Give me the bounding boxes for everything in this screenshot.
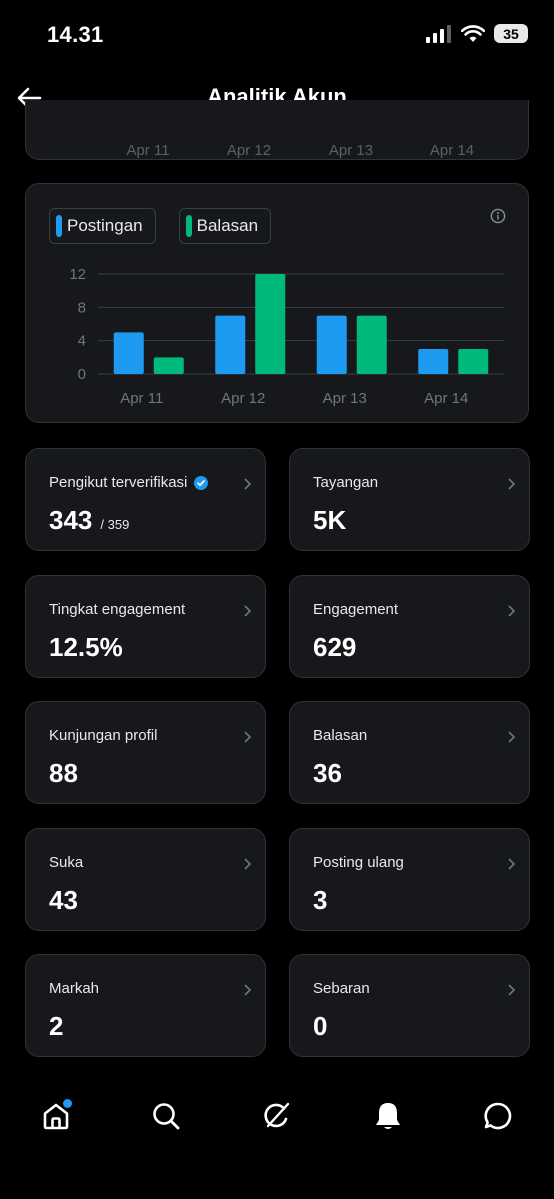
chevron-right-icon: [244, 605, 252, 617]
stat-card-engagement[interactable]: Engagement 629: [289, 575, 530, 678]
stat-label: Balasan: [313, 727, 368, 744]
chevron-right-icon: [508, 858, 516, 870]
x-tick-label: Apr 14: [429, 142, 475, 159]
bar-postingan[interactable]: [316, 315, 347, 374]
stat-card-bookmarks[interactable]: Markah 2: [25, 954, 266, 1057]
chevron-right-icon: [508, 731, 516, 743]
legend-label: Postingan: [67, 216, 143, 235]
notifications-bell-icon: [376, 1103, 400, 1129]
stat-value-row: 343 / 359: [49, 505, 129, 536]
stat-sub-value: / 359: [100, 517, 130, 532]
stat-value: 88: [49, 758, 78, 788]
stat-card-likes[interactable]: Suka 43: [25, 828, 266, 931]
y-tick-label: 0: [78, 366, 86, 383]
stat-card-reposts[interactable]: Posting ulang 3: [289, 828, 530, 931]
tab-grok[interactable]: [257, 1096, 297, 1136]
x-tick-label: Apr 13: [323, 390, 367, 407]
stat-label: Engagement: [313, 601, 399, 618]
stat-label: Markah: [49, 980, 100, 997]
legend-item-postingan[interactable]: Postingan: [49, 208, 156, 244]
chevron-right-icon: [508, 605, 516, 617]
tab-home[interactable]: [36, 1096, 76, 1136]
home-icon: [43, 1103, 69, 1130]
previous-chart-card: Apr 11 Apr 12 Apr 13 Apr 14: [25, 100, 529, 160]
stat-value: 5K: [313, 505, 347, 535]
notification-dot: [63, 1099, 72, 1108]
legend-item-balasan[interactable]: Balasan: [178, 208, 272, 244]
tab-search[interactable]: [146, 1096, 186, 1136]
legend-swatch-green: [185, 215, 192, 237]
legend-swatch-blue: [56, 215, 62, 237]
stat-card-profile-visits[interactable]: Kunjungan profil 88: [25, 701, 266, 804]
stat-label: Sebaran: [313, 980, 370, 997]
stat-label: Suka: [49, 854, 84, 871]
bar-balasan[interactable]: [153, 357, 184, 374]
stat-card-shares[interactable]: Sebaran 0: [289, 954, 530, 1057]
y-tick-label: 12: [69, 266, 86, 283]
stat-value: 629: [313, 632, 357, 662]
stat-card-verified-followers[interactable]: Pengikut terverifikasi 343 / 359: [25, 448, 266, 551]
stat-label: Posting ulang: [313, 854, 404, 871]
tab-messages[interactable]: [478, 1096, 518, 1136]
activity-chart-card: 0 4 8 12 Apr 11 Apr 12 Apr 13 Apr 14 Postingan …: [25, 183, 529, 423]
chevron-right-icon: [508, 984, 516, 996]
chart-legend: Postingan Balasan: [49, 208, 272, 244]
bar-postingan[interactable]: [215, 315, 246, 374]
x-tick-label: Apr 14: [424, 390, 468, 407]
grok-icon: [264, 1102, 290, 1128]
x-tick-label: Apr 11: [120, 390, 163, 407]
chevron-right-icon: [244, 478, 252, 490]
x-tick-label: Apr 13: [328, 142, 374, 159]
chevron-right-icon: [508, 478, 516, 490]
info-icon: [490, 208, 506, 224]
bar-balasan[interactable]: [458, 349, 489, 374]
stat-label-row: Pengikut terverifikasi: [49, 474, 209, 491]
verified-badge-icon: [194, 475, 209, 490]
bar-chart: 0 4 8 12 Apr 11 Apr 12 Apr 13 Apr 14: [69, 266, 504, 407]
chevron-right-icon: [244, 731, 252, 743]
x-tick-label: Apr 12: [226, 142, 272, 159]
legend-label: Balasan: [196, 216, 259, 235]
wifi-icon: [461, 24, 485, 42]
stat-value: 12.5%: [49, 632, 123, 662]
stat-label: Pengikut terverifikasi: [49, 474, 188, 491]
bar-postingan[interactable]: [113, 332, 144, 374]
status-bar: 14.31 35: [0, 0, 554, 70]
stat-value: 343: [49, 505, 93, 535]
status-icons: 35: [426, 24, 528, 43]
stat-card-impressions[interactable]: Tayangan 5K: [289, 448, 530, 551]
stat-label: Tayangan: [313, 474, 379, 491]
status-time: 14.31: [47, 22, 104, 47]
stat-value: 43: [49, 885, 78, 915]
chevron-right-icon: [244, 984, 252, 996]
chevron-right-icon: [244, 858, 252, 870]
battery-indicator: 35: [494, 24, 528, 43]
tab-notifications[interactable]: [368, 1096, 408, 1136]
bottom-tab-bar: [0, 1078, 554, 1158]
x-tick-label: Apr 11: [126, 142, 170, 159]
stat-label: Tingkat engagement: [49, 601, 186, 618]
info-button[interactable]: [490, 208, 506, 229]
y-tick-label: 4: [78, 333, 86, 350]
stat-value: 2: [49, 1011, 64, 1041]
y-tick-label: 8: [78, 299, 86, 316]
stat-card-replies[interactable]: Balasan 36: [289, 701, 530, 804]
stat-value: 36: [313, 758, 342, 788]
messages-icon: [484, 1102, 512, 1130]
stat-card-engagement-rate[interactable]: Tingkat engagement 12.5%: [25, 575, 266, 678]
bar-postingan[interactable]: [418, 349, 449, 374]
stat-value: 0: [313, 1011, 328, 1041]
bar-balasan[interactable]: [356, 315, 387, 374]
bar-balasan[interactable]: [255, 274, 286, 374]
stat-label: Kunjungan profil: [49, 727, 158, 744]
x-tick-label: Apr 12: [221, 390, 265, 407]
stat-value: 3: [313, 885, 328, 915]
search-icon: [153, 1103, 180, 1130]
signal-icon: [426, 24, 451, 43]
